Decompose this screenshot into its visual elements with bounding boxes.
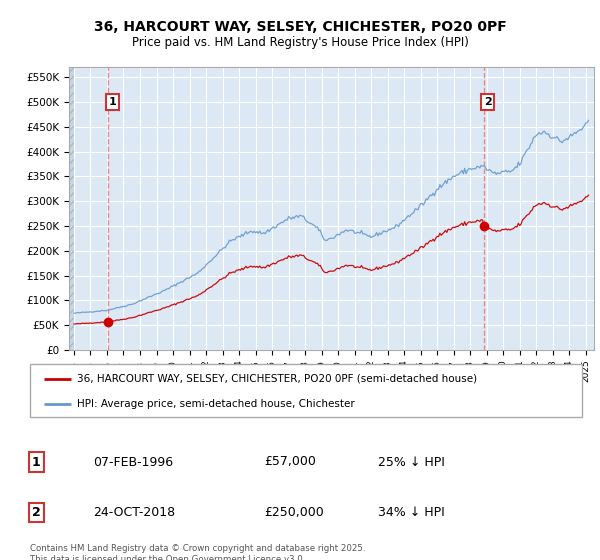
Bar: [69, 67, 74, 350]
Text: 36, HARCOURT WAY, SELSEY, CHICHESTER, PO20 0PF (semi-detached house): 36, HARCOURT WAY, SELSEY, CHICHESTER, PO…: [77, 374, 477, 384]
Text: 1: 1: [109, 97, 116, 107]
Text: 24-OCT-2018: 24-OCT-2018: [93, 506, 175, 519]
Text: 25% ↓ HPI: 25% ↓ HPI: [378, 455, 445, 469]
FancyBboxPatch shape: [30, 364, 582, 417]
Text: 1: 1: [32, 455, 40, 469]
Text: 2: 2: [484, 97, 492, 107]
Text: Price paid vs. HM Land Registry's House Price Index (HPI): Price paid vs. HM Land Registry's House …: [131, 36, 469, 49]
Text: £250,000: £250,000: [264, 506, 324, 519]
Text: 2: 2: [32, 506, 40, 519]
Text: 07-FEB-1996: 07-FEB-1996: [93, 455, 173, 469]
Text: £57,000: £57,000: [264, 455, 316, 469]
Text: HPI: Average price, semi-detached house, Chichester: HPI: Average price, semi-detached house,…: [77, 399, 355, 409]
Text: Contains HM Land Registry data © Crown copyright and database right 2025.
This d: Contains HM Land Registry data © Crown c…: [30, 544, 365, 560]
Text: 34% ↓ HPI: 34% ↓ HPI: [378, 506, 445, 519]
Text: 36, HARCOURT WAY, SELSEY, CHICHESTER, PO20 0PF: 36, HARCOURT WAY, SELSEY, CHICHESTER, PO…: [94, 20, 506, 34]
